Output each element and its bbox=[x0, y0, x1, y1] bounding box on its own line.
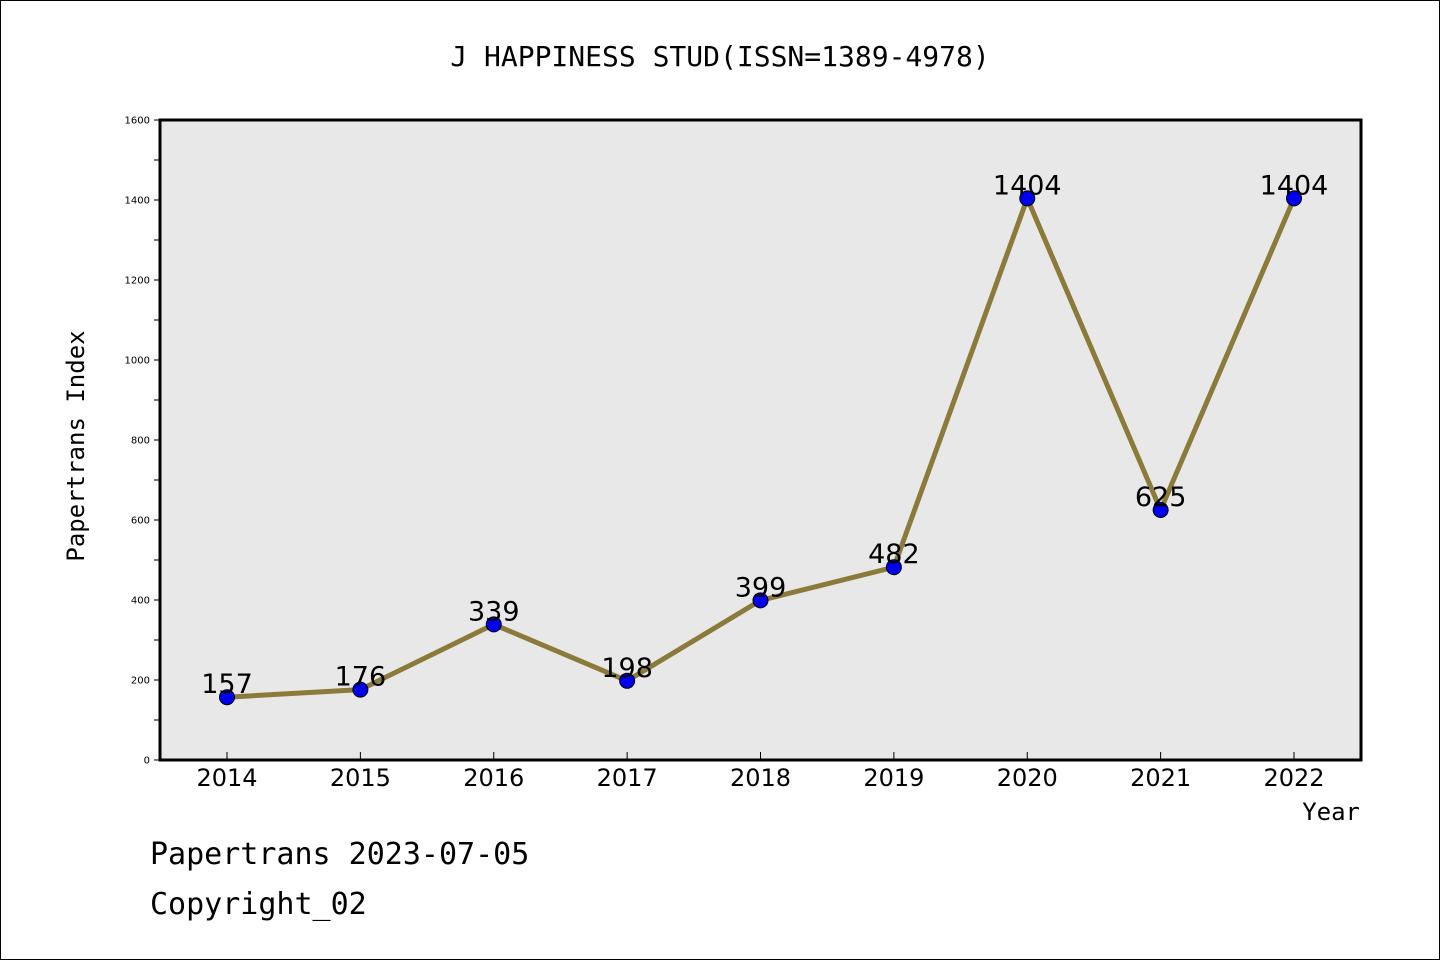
data-label: 625 bbox=[1135, 482, 1187, 513]
data-label: 339 bbox=[468, 596, 520, 627]
x-tick-label: 2021 bbox=[1130, 764, 1191, 792]
y-tick-label: 600 bbox=[131, 516, 150, 527]
data-label: 1404 bbox=[993, 170, 1062, 201]
data-point-2020 bbox=[1019, 190, 1036, 207]
footer-copyright: Copyright_02 bbox=[150, 887, 367, 922]
x-tick-label: 2016 bbox=[463, 764, 524, 792]
y-tick-label: 1600 bbox=[125, 116, 150, 127]
plot-area bbox=[158, 118, 1363, 762]
y-axis-label: Papertrans Index bbox=[62, 330, 90, 561]
x-tick-label: 2017 bbox=[597, 764, 658, 792]
data-label: 399 bbox=[735, 572, 787, 603]
data-label: 1404 bbox=[1260, 170, 1329, 201]
marker-group bbox=[219, 190, 1302, 706]
y-tick-label: 400 bbox=[131, 596, 150, 607]
x-axis-label: Year bbox=[1302, 798, 1360, 826]
chart-title: J HAPPINESS STUD(ISSN=1389-4978) bbox=[450, 40, 989, 73]
data-point-2015 bbox=[352, 681, 369, 698]
data-point-2017 bbox=[619, 672, 636, 689]
x-tick-label: 2022 bbox=[1263, 764, 1324, 792]
data-point-2014 bbox=[219, 689, 235, 706]
y-tick-label: 200 bbox=[131, 676, 150, 687]
data-point-2019 bbox=[885, 559, 902, 576]
x-tick-label: 2015 bbox=[330, 764, 391, 792]
data-label: 482 bbox=[868, 539, 920, 570]
data-label: 176 bbox=[335, 662, 387, 693]
x-axis: 2014 2015 2016 2017 2018 2019 2020 2021 2022 bbox=[196, 752, 1325, 792]
data-label: 157 bbox=[201, 669, 253, 700]
x-tick-label: 2019 bbox=[863, 764, 924, 792]
y-tick-label: 1200 bbox=[125, 276, 150, 287]
x-tick-label: 2020 bbox=[997, 764, 1058, 792]
y-tick-label: 1400 bbox=[125, 196, 150, 207]
y-tick-label: 0 bbox=[144, 756, 150, 767]
data-point-2022 bbox=[1286, 190, 1302, 207]
y-axis: 0 200 400 600 800 1000 1200 1400 1600 bbox=[125, 116, 160, 767]
data-point-2018 bbox=[752, 592, 769, 609]
data-point-2016 bbox=[485, 616, 502, 633]
y-tick-label: 1000 bbox=[125, 356, 150, 367]
y-tick-label: 800 bbox=[131, 436, 150, 447]
data-label: 198 bbox=[601, 653, 653, 684]
x-tick-label: 2014 bbox=[196, 764, 257, 792]
footer-date: Papertrans 2023-07-05 bbox=[150, 837, 529, 872]
data-label-group: 157 176 339 198 399 482 1404 625 1404 bbox=[201, 170, 1328, 700]
data-point-2021 bbox=[1152, 502, 1169, 518]
x-tick-label: 2018 bbox=[730, 764, 791, 792]
